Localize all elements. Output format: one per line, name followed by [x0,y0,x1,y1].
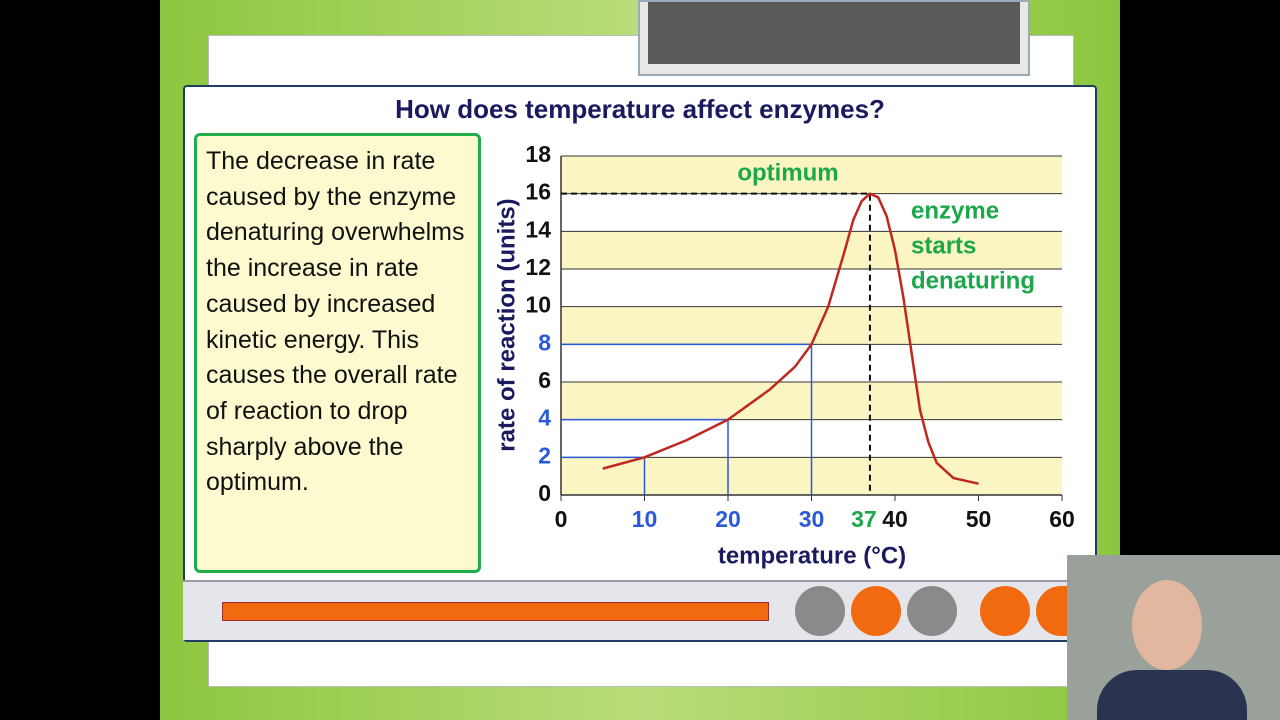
forward-button[interactable] [907,586,957,636]
y-tick-label: 12 [525,254,551,280]
y-tick-label: 14 [525,216,551,242]
explanation-text: The decrease in rate caused by the enzym… [194,133,481,573]
webcam [1067,555,1280,720]
optimum-line [561,192,871,495]
grid-band [561,306,1062,345]
y-tick-label: 18 [525,141,551,167]
y-tick-label: 0 [538,480,551,506]
annotation: optimum [737,159,838,186]
control-bar [183,580,1070,640]
grid-band [561,156,1062,194]
header-box [638,0,1030,76]
y-tick-label: 2 [538,442,551,468]
presenter-body [1097,670,1247,720]
optimum-tick-label: 37 [851,506,877,532]
replay-button[interactable] [980,586,1030,636]
x-axis-label: temperature (°C) [718,542,906,569]
header-inner [648,2,1020,64]
x-tick-label: 20 [715,506,741,532]
y-tick-label: 16 [525,179,551,205]
x-tick-label: 0 [555,506,568,532]
presenter-head [1132,580,1202,670]
y-tick-label: 4 [538,405,551,431]
x-tick-label: 10 [632,506,658,532]
x-tick-label: 50 [966,506,992,532]
x-tick-label: 60 [1049,506,1075,532]
annotation: enzyme [911,197,999,224]
progress-bar[interactable] [222,602,769,621]
help-button[interactable] [1036,586,1070,636]
x-tick-label: 40 [882,506,908,532]
y-tick-label: 6 [538,367,551,393]
x-tick-label: 30 [799,506,825,532]
rewind-button[interactable] [851,586,901,636]
y-tick-label: 10 [525,292,551,318]
annotation: starts [911,232,976,259]
chart-title: How does temperature affect enzymes? [395,94,885,124]
annotation: denaturing [911,267,1035,294]
play-button[interactable] [795,586,845,636]
data-line [602,192,979,485]
y-axis-label: rate of reaction (units) [493,198,520,451]
y-tick-label: 8 [538,329,551,355]
grid-band [561,231,1062,269]
